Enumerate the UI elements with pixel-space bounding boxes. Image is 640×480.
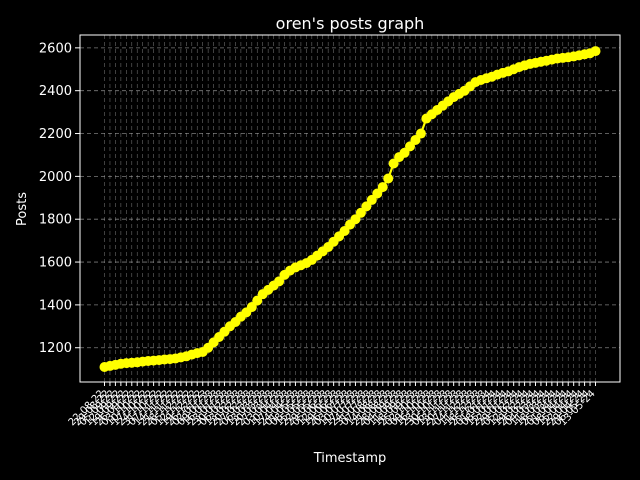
chart-title: oren's posts graph (276, 14, 425, 33)
grid-lines (80, 35, 620, 382)
x-axis-ticks: 22-08-2229-08-2205-09-2212-09-2219-09-22… (67, 382, 598, 428)
y-axis-ticks: 1200 1400 1600 1800 2000 2200 2400 2600 (39, 41, 80, 356)
y-tick-label: 1600 (39, 256, 72, 271)
y-tick-label: 2200 (39, 127, 72, 142)
y-tick-label: 2000 (39, 170, 72, 185)
y-tick-label: 1800 (39, 213, 72, 228)
y-tick-label: 2600 (39, 41, 72, 56)
y-axis-label: Posts (15, 192, 30, 226)
data-point (383, 173, 394, 184)
data-point (415, 128, 426, 139)
series-layer (99, 46, 601, 373)
data-point (590, 46, 601, 57)
y-tick-label: 2400 (39, 84, 72, 99)
x-axis-label: Timestamp (313, 451, 387, 466)
y-tick-label: 1200 (39, 341, 72, 356)
y-tick-label: 1400 (39, 298, 72, 313)
data-point (377, 182, 388, 193)
